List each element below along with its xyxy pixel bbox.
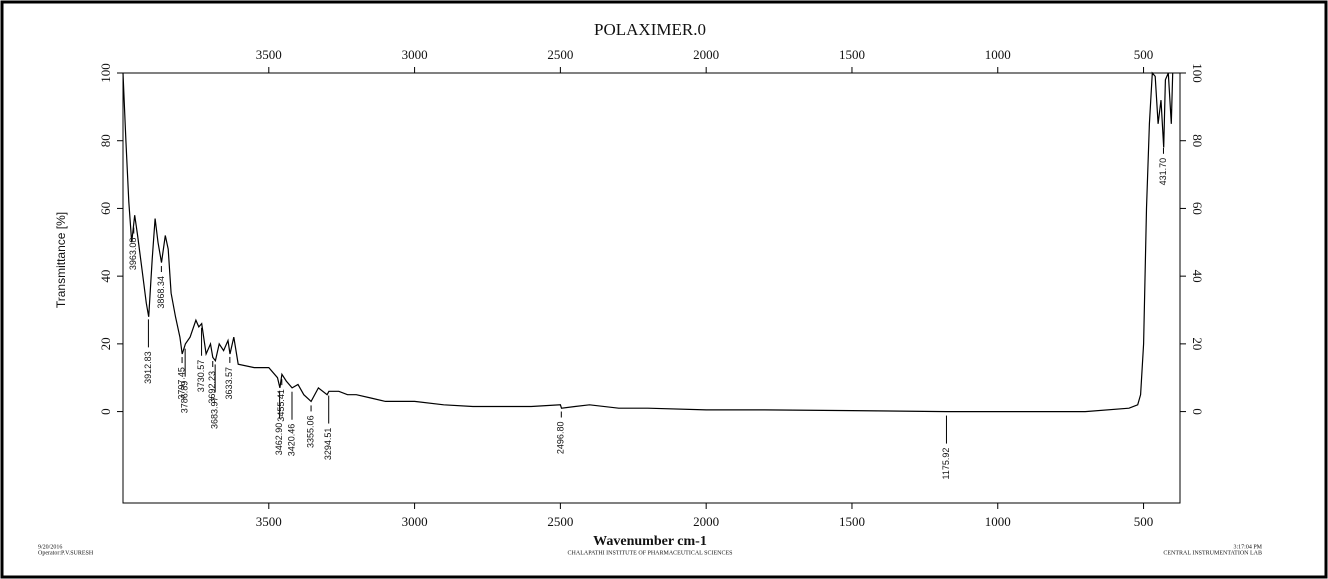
- chart-title: POLAXIMER.0: [594, 20, 706, 39]
- peak-label: 1175.92: [941, 448, 951, 480]
- x-axis-label: Wavenumber cm-1: [593, 534, 707, 549]
- peak-label: 3420.46: [286, 424, 296, 457]
- x-tick-label: 500: [1134, 514, 1154, 529]
- x-tick-label-top: 2500: [547, 47, 573, 62]
- footer-institute: CHALAPATHI INSTITUTE OF PHARMACEUTICAL S…: [568, 550, 733, 556]
- x-tick-label: 2500: [547, 514, 573, 529]
- y-tick-label: 100: [98, 63, 113, 83]
- peak-label: 2496.80: [556, 422, 566, 455]
- peak-label: 3868.34: [156, 276, 166, 309]
- x-tick-label-top: 3500: [256, 47, 282, 62]
- peak-label: 431.70: [1158, 158, 1168, 186]
- footer-time: 3:17:04 PM: [1233, 544, 1262, 550]
- x-tick-label: 3500: [256, 514, 282, 529]
- y-axis-label: Transmittance [%]: [54, 212, 68, 308]
- peak-label: 3633.57: [224, 367, 234, 400]
- y-tick-label: 80: [98, 134, 113, 147]
- y-tick-label: 20: [98, 337, 113, 350]
- x-tick-label: 1500: [839, 514, 865, 529]
- peak-label: 3462.90: [274, 423, 284, 456]
- peak-label: 3455.41: [276, 389, 286, 422]
- peak-label: 3683.97: [210, 396, 220, 429]
- spectrum-line: [122, 71, 1174, 413]
- plot-box: [122, 72, 1181, 504]
- x-tick-label: 2000: [693, 514, 719, 529]
- x-tick-label: 1000: [985, 514, 1011, 529]
- y-tick-label: 40: [98, 270, 113, 283]
- y-tick-label-right: 40: [1190, 270, 1205, 283]
- peak-label: 3294.51: [323, 428, 333, 461]
- peak-label: 3912.83: [143, 351, 153, 384]
- x-tick-label-top: 3000: [402, 47, 428, 62]
- peak-label: 3355.06: [305, 415, 315, 448]
- y-tick-label-right: 60: [1190, 202, 1205, 215]
- peak-label: 3730.57: [196, 360, 206, 393]
- y-tick-label-right: 20: [1190, 337, 1205, 350]
- x-tick-label-top: 2000: [693, 47, 719, 62]
- y-tick-label-right: 100: [1190, 63, 1205, 83]
- footer-date: 9/20/2016: [38, 544, 62, 550]
- x-tick-label: 3000: [402, 514, 428, 529]
- peak-label: 3963.08: [128, 238, 138, 271]
- x-tick-label-top: 500: [1134, 47, 1154, 62]
- peak-label: 3797.45: [176, 367, 186, 400]
- y-tick-label-right: 0: [1190, 408, 1205, 415]
- peak-label: 3786.89: [180, 381, 190, 414]
- x-tick-label-top: 1000: [985, 47, 1011, 62]
- y-tick-label-right: 80: [1190, 134, 1205, 147]
- footer-operator: Operator:P.V.SURESH: [38, 550, 94, 556]
- footer-lab: CENTRAL INSTRUMENTATION LAB: [1163, 550, 1262, 556]
- y-tick-label: 0: [98, 408, 113, 415]
- peak-label: 3692.23: [207, 371, 217, 404]
- y-tick-label: 60: [98, 202, 113, 215]
- x-tick-label-top: 1500: [839, 47, 865, 62]
